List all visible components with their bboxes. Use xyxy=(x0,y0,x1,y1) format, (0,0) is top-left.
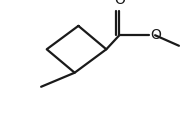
Text: O: O xyxy=(114,0,125,7)
Text: O: O xyxy=(150,28,161,42)
